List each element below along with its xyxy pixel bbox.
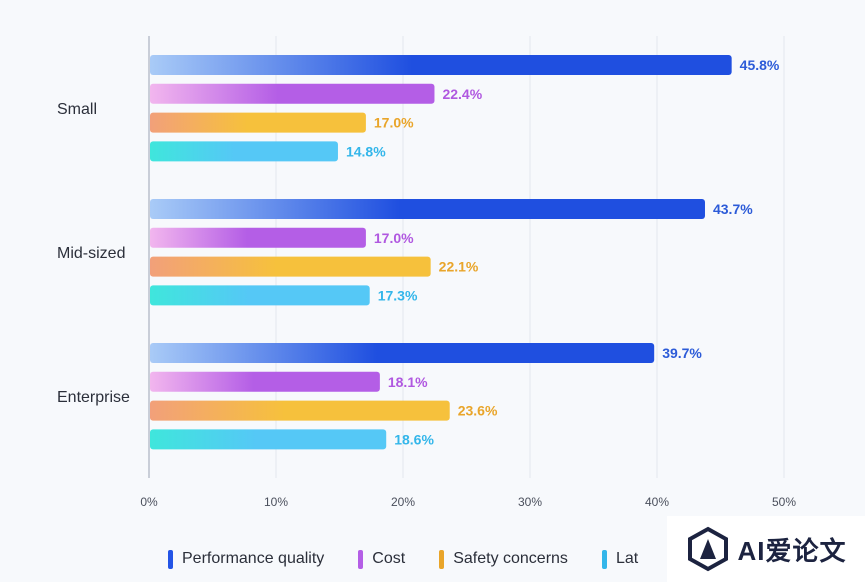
category-label: Small <box>57 101 97 118</box>
bar-performance-quality[interactable] <box>150 199 705 219</box>
legend-swatch <box>439 549 445 569</box>
bar-safety-concerns[interactable] <box>150 256 431 277</box>
logo-icon <box>688 526 729 572</box>
bar-latency[interactable] <box>150 285 370 306</box>
legend-label: Cost <box>372 550 406 567</box>
labels: 0% 10% 20% 30% 40% 50% Small 45.8% 22.4% 17.0% 14.… <box>57 57 796 509</box>
value-label: 43.7% <box>713 201 753 217</box>
legend-item-latency[interactable]: Lat <box>601 549 639 569</box>
bar-performance-quality[interactable] <box>150 55 732 75</box>
legend-item-performance-quality[interactable]: Performance quality <box>168 549 325 569</box>
x-tick-label: 30% <box>518 495 542 509</box>
x-tick-label: 50% <box>772 495 796 509</box>
legend-label: Safety concerns <box>453 550 568 567</box>
value-label: 17.0% <box>374 115 414 131</box>
legend-label: Performance quality <box>182 550 325 567</box>
value-label: 23.6% <box>458 403 498 419</box>
value-label: 17.0% <box>374 230 414 246</box>
x-tick-label: 20% <box>391 495 415 509</box>
bar-cost[interactable] <box>150 227 366 248</box>
value-label: 14.8% <box>346 143 386 159</box>
value-label: 22.1% <box>439 259 479 275</box>
category-label: Enterprise <box>57 389 130 406</box>
x-tick-label: 0% <box>140 495 158 509</box>
legend: Performance quality Cost Safety concerns… <box>168 544 672 574</box>
bar-safety-concerns[interactable] <box>150 400 450 421</box>
value-label: 18.6% <box>394 431 434 447</box>
value-label: 45.8% <box>740 57 780 73</box>
legend-item-safety-concerns[interactable]: Safety concerns <box>439 549 568 569</box>
bar-latency[interactable] <box>150 141 338 162</box>
value-label: 17.3% <box>378 287 418 303</box>
watermark-text: AI爱论文 <box>737 535 847 566</box>
legend-swatch <box>358 549 364 569</box>
legend-label: Lat <box>615 550 639 567</box>
bar-cost[interactable] <box>150 83 435 104</box>
bar-performance-quality[interactable] <box>150 343 655 363</box>
category-label: Mid-sized <box>57 245 125 262</box>
value-label: 18.1% <box>388 374 428 390</box>
x-tick-label: 40% <box>645 495 669 509</box>
x-tick-label: 10% <box>264 495 288 509</box>
legend-item-cost[interactable]: Cost <box>358 549 406 569</box>
value-label: 39.7% <box>662 345 702 361</box>
value-label: 22.4% <box>442 86 482 102</box>
watermark-logo: AI爱论文 <box>667 516 865 582</box>
bars <box>150 55 732 450</box>
bar-safety-concerns[interactable] <box>150 112 366 133</box>
bar-cost[interactable] <box>150 371 380 392</box>
bar-latency[interactable] <box>150 429 387 450</box>
legend-swatch <box>168 549 173 569</box>
legend-swatch <box>601 549 607 569</box>
